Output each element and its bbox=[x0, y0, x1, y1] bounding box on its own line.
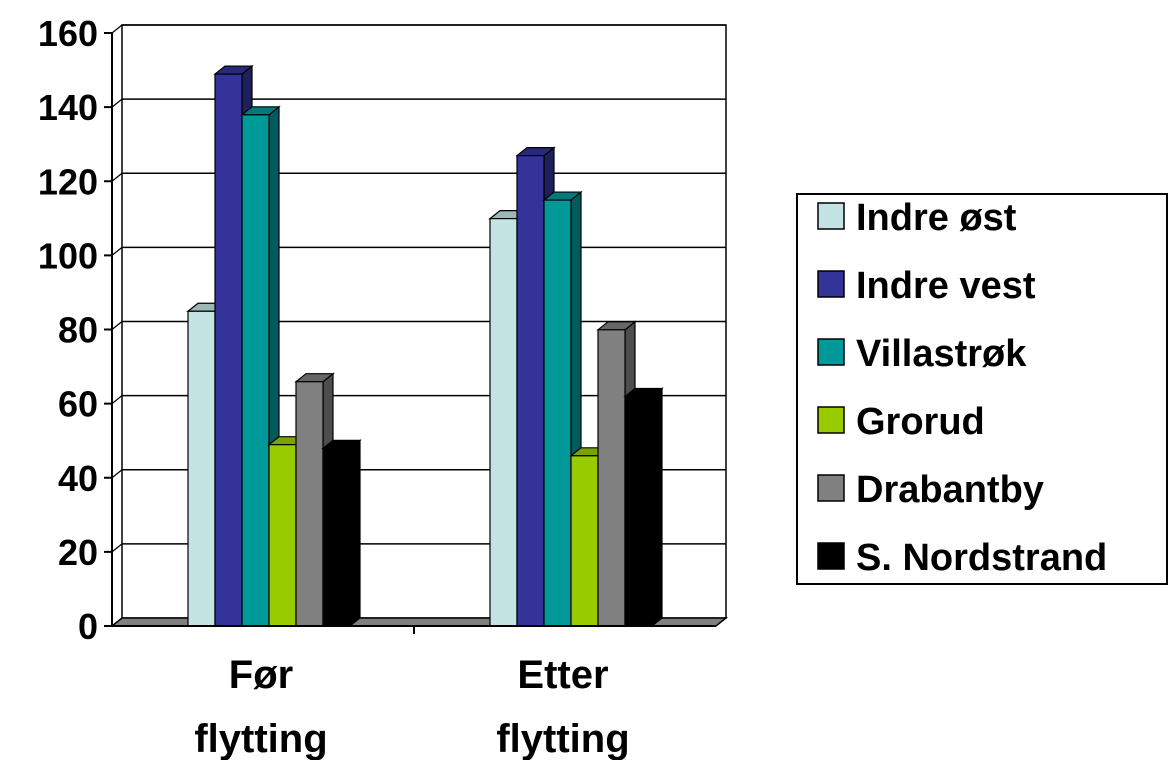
side-wall-gridline bbox=[111, 98, 123, 108]
side-wall-gridline bbox=[111, 321, 123, 330]
legend-label: Indre vest bbox=[856, 265, 1036, 307]
side-wall-gridline bbox=[111, 24, 123, 34]
axes bbox=[104, 32, 716, 634]
bar bbox=[321, 439, 362, 628]
category-labels: Før flytting Etter flytting bbox=[194, 653, 629, 760]
legend-box bbox=[796, 193, 1168, 585]
legend-swatch bbox=[817, 474, 845, 502]
legend-label: Indre øst bbox=[856, 197, 1017, 239]
y-tick-label: 60 bbox=[58, 384, 98, 425]
legend-swatch bbox=[817, 270, 845, 298]
legend-swatch bbox=[817, 406, 845, 434]
side-wall-gridline bbox=[111, 172, 123, 182]
bar bbox=[623, 387, 664, 628]
side-wall-gridline bbox=[111, 395, 123, 405]
legend-label: Drabantby bbox=[856, 469, 1044, 511]
x-category-label: flytting bbox=[194, 717, 327, 760]
legend-label: S. Nordstrand bbox=[856, 537, 1107, 579]
x-category-label: flytting bbox=[496, 717, 629, 760]
y-tick-label: 20 bbox=[58, 532, 98, 573]
side-wall-gridline bbox=[111, 246, 123, 256]
bars bbox=[186, 64, 664, 628]
x-category-label: Før bbox=[229, 653, 293, 697]
x-category-label: Etter bbox=[517, 653, 608, 697]
y-tick-label: 100 bbox=[38, 235, 98, 276]
y-tick-label: 0 bbox=[78, 606, 98, 647]
legend: Indre øst Indre vest Villastrøk Grorud Draba… bbox=[796, 193, 1168, 585]
side-wall-gridline bbox=[111, 469, 123, 479]
y-tick-label: 120 bbox=[38, 161, 98, 202]
y-tick-label: 160 bbox=[38, 13, 98, 54]
y-tick-label: 40 bbox=[58, 458, 98, 499]
y-tick-labels: 0 20 40 60 80 100 120 140 160 bbox=[38, 13, 98, 647]
y-tick-label: 140 bbox=[38, 87, 98, 128]
legend-label: Villastrøk bbox=[856, 333, 1027, 375]
legend-swatch bbox=[817, 338, 845, 366]
side-wall-gridline bbox=[111, 543, 123, 553]
legend-swatch bbox=[817, 542, 845, 570]
legend-swatch bbox=[817, 202, 845, 230]
legend-label: Grorud bbox=[856, 401, 985, 443]
y-tick-label: 80 bbox=[58, 310, 98, 351]
